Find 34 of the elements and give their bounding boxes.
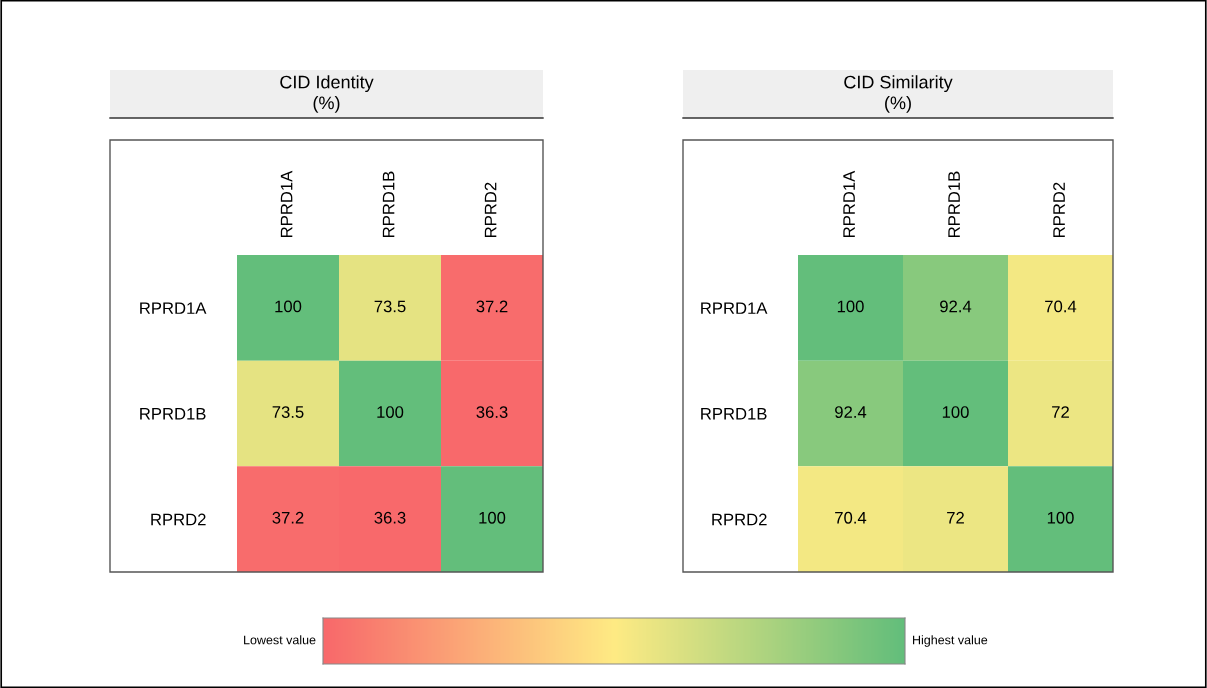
x-tick-label: RPRD1A — [843, 170, 855, 237]
chart-title: CID Identity (%) — [280, 75, 374, 113]
x-tick-label: RPRD1B — [382, 171, 395, 237]
data-label: 73.5 — [374, 300, 406, 313]
y-tick-label: RPRD1A — [140, 302, 207, 314]
y-tick-label: RPRD2 — [151, 513, 206, 526]
text: Highest value — [913, 635, 988, 647]
x-tick-label: RPRD2 — [484, 182, 497, 237]
chart-title: CID Similarity (%) — [844, 75, 953, 113]
y-tick-label: RPRD1A — [701, 302, 768, 314]
y-tick-label: RPRD2 — [712, 513, 767, 526]
data-label: 100 — [275, 300, 302, 313]
data-label: 37.2 — [476, 300, 508, 313]
x-tick-label: RPRD1A — [280, 170, 293, 237]
data-label: 72 — [947, 511, 964, 524]
data-label: 92.4 — [835, 406, 867, 418]
x-tick-label: RPRD2 — [1053, 182, 1065, 237]
data-label: 100 — [377, 406, 404, 418]
data-label: 36.3 — [374, 511, 406, 524]
data-label: 100 — [1047, 511, 1074, 524]
data-label: 100 — [837, 300, 864, 313]
data-label: 36.3 — [476, 406, 508, 418]
y-tick-label: RPRD1B — [140, 408, 206, 420]
data-label: 73.5 — [272, 406, 304, 418]
data-label: 72 — [1052, 406, 1069, 418]
data-label: 70.4 — [835, 511, 867, 524]
text: Lowest value — [244, 635, 316, 645]
x-tick-label: RPRD1B — [948, 171, 960, 237]
data-label: 92.4 — [940, 300, 972, 313]
data-label: 37.2 — [272, 511, 304, 524]
data-label: 100 — [942, 406, 969, 418]
data-label: 70.4 — [1045, 300, 1077, 313]
data-label: 100 — [479, 511, 506, 524]
y-tick-label: RPRD1B — [701, 408, 767, 420]
